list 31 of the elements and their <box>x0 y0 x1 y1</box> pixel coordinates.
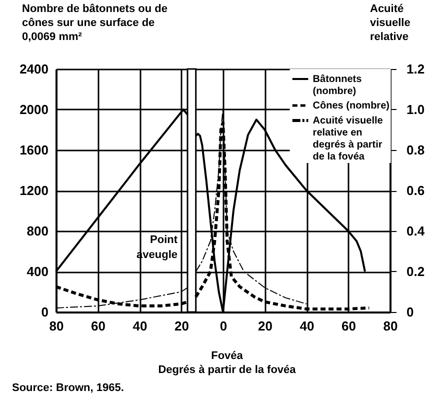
x-tick-label: 60 <box>342 318 356 334</box>
y-tick-label: 400 <box>26 264 48 279</box>
legend-label: Cônes (nombre) <box>312 100 390 112</box>
x-tick-label: 80 <box>383 318 398 334</box>
x-axis-title: Degrés à partir de la fovéa <box>158 364 297 376</box>
y-tick-label: 1600 <box>20 142 48 158</box>
source-note: Source: Brown, 1965. <box>12 382 124 394</box>
legend-label: Acuité visuelle relative en degrés à partir de la fovéa <box>312 116 384 162</box>
y2-tick-label: 0.6 <box>406 183 425 198</box>
y2-tick-label: 1.0 <box>406 102 425 117</box>
y2-tick-label: 1.2 <box>406 62 425 76</box>
text: Fovéa <box>211 350 244 362</box>
y2-axis-title: Acuité visuelle relative <box>370 3 410 43</box>
x-tick-label: 40 <box>132 318 148 334</box>
y-tick-label: 2400 <box>20 62 48 76</box>
y-tick-label: 2000 <box>20 102 48 117</box>
y-tick-label: 0 <box>41 304 48 320</box>
x-tick-label: 40 <box>300 318 314 334</box>
legend-label: Bâtonnets (nombre) <box>312 74 362 97</box>
y-axis-title: Nombre de bâtonnets ou de cônes sur une surface de 0,0069 mm² <box>22 3 168 43</box>
y2-tick-label: 0 <box>406 304 414 320</box>
y2-tick-label: 0.4 <box>406 224 426 238</box>
x-tick-label: 80 <box>49 318 64 334</box>
y2-tick-label: 0.2 <box>406 264 425 279</box>
x-tick-label: 0 <box>220 318 228 334</box>
x-tick-label: 60 <box>91 318 106 334</box>
x-tick-label: 20 <box>174 318 189 334</box>
x-tick-label: 20 <box>258 318 272 334</box>
y-tick-label: 1200 <box>20 183 48 198</box>
y-tick-label: 800 <box>26 224 48 238</box>
y2-tick-label: 0.8 <box>406 142 425 158</box>
